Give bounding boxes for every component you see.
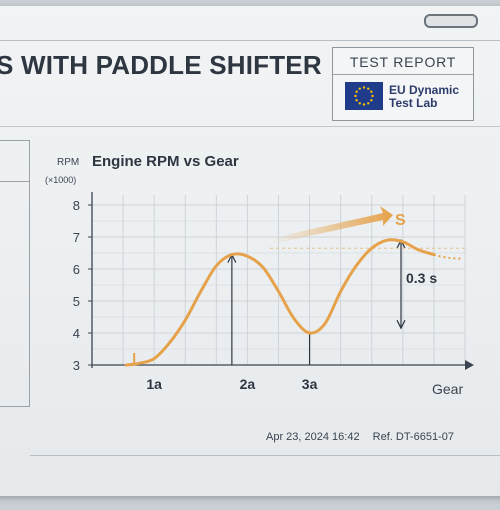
flag-star bbox=[370, 99, 373, 102]
y-tick-label: 7 bbox=[73, 230, 80, 245]
paper-clip-icon bbox=[424, 14, 478, 28]
lab-name-line1: EU Dynamic bbox=[389, 83, 460, 97]
badge-divider bbox=[333, 74, 473, 75]
lab-name: EU Dynamic Test Lab bbox=[389, 84, 459, 110]
flag-star bbox=[370, 90, 373, 93]
x-axis-label: Gear bbox=[432, 381, 463, 397]
y-axis-label: RPM bbox=[57, 157, 79, 168]
report-footer: Apr 23, 2024 16:42 Ref. DT-6651-07 bbox=[266, 431, 464, 443]
subheader-rule bbox=[0, 126, 500, 127]
flag-star bbox=[358, 87, 361, 90]
eu-flag-icon bbox=[345, 82, 383, 110]
y-tick-label: 5 bbox=[73, 294, 80, 309]
y-tick-label: 3 bbox=[73, 358, 80, 373]
duration-arrowhead-bottom bbox=[396, 319, 406, 330]
footer-reference: Ref. DT-6651-07 bbox=[372, 431, 454, 443]
axis-layer bbox=[91, 192, 474, 370]
x-tick-label: 1a bbox=[146, 376, 162, 392]
header-rule bbox=[0, 40, 500, 41]
y-tick-label: 6 bbox=[73, 262, 80, 277]
y-tick-label: 8 bbox=[73, 198, 80, 213]
flag-star bbox=[358, 102, 361, 105]
annotation-layer bbox=[227, 206, 465, 365]
flag-star bbox=[362, 103, 366, 106]
series-layer bbox=[124, 238, 462, 367]
page-headline: S WITH PADDLE SHIFTER bbox=[0, 50, 322, 80]
test-report-title: TEST REPORT bbox=[349, 54, 457, 70]
grid-layer bbox=[91, 195, 466, 366]
y-tick-label: 4 bbox=[73, 326, 80, 341]
y-axis-unit: (×1000) bbox=[45, 175, 76, 185]
duration-label: 0.3 s bbox=[406, 270, 437, 286]
flag-star bbox=[371, 94, 374, 98]
test-report-badge: TEST REPORT EU Dynamic Test Lab bbox=[332, 47, 474, 121]
ticks-layer: 3 4 5 6 7 8 1a 2a 3a bbox=[73, 198, 318, 392]
shift-direction-arrow bbox=[272, 206, 393, 244]
side-panel-divider bbox=[0, 181, 29, 182]
footer-datetime: Apr 23, 2024 16:42 bbox=[266, 431, 360, 443]
flag-star bbox=[354, 94, 357, 98]
flag-star bbox=[355, 99, 358, 102]
flag-star bbox=[355, 90, 358, 93]
side-panel bbox=[0, 140, 30, 407]
lab-name-line2: Test Lab bbox=[389, 96, 438, 110]
arrow-glyph: S bbox=[395, 212, 406, 229]
flag-star bbox=[367, 87, 370, 90]
x-tick-label: 3a bbox=[302, 376, 318, 392]
flag-star bbox=[362, 86, 366, 89]
chart-title: Engine RPM vs Gear bbox=[92, 153, 239, 170]
footer-rule bbox=[30, 455, 500, 456]
rpm-series-continuation bbox=[433, 253, 462, 260]
rpm-series-line bbox=[124, 238, 436, 367]
flag-star bbox=[367, 102, 370, 105]
x-axis-arrowhead bbox=[465, 360, 474, 370]
x-tick-label: 2a bbox=[240, 376, 256, 392]
